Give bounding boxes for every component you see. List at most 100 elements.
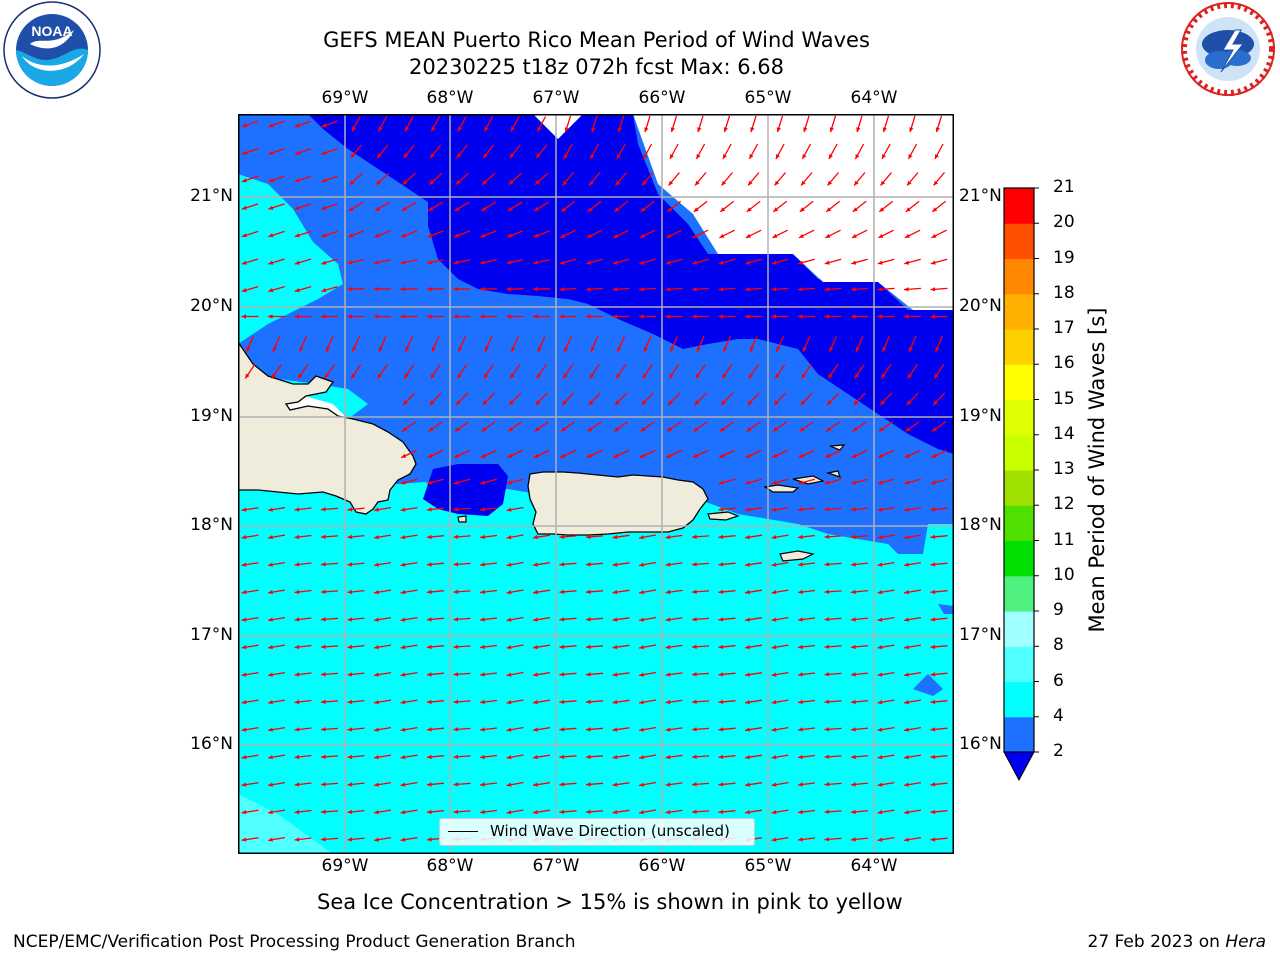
wave-direction-arrowhead [374,233,380,238]
wave-direction-arrowhead [692,260,698,265]
wave-direction-arrowhead [374,672,379,677]
lat-label: 19°N [959,406,1002,426]
wave-direction-arrowhead [427,314,432,319]
wave-direction-arrowhead [374,810,379,815]
wave-direction-arrowhead [855,346,860,352]
wave-direction-arrowhead [882,346,887,352]
wave-direction-arrowhead [586,699,591,704]
wave-direction-arrowhead [294,754,300,760]
wave-direction-arrowhead [241,617,247,622]
wave-direction-arrowhead [904,645,909,650]
wave-direction-arrowhead [639,314,644,319]
wave-direction-arrowhead [534,206,540,211]
wave-direction-arrowhead [480,617,485,622]
wave-direction-arrowhead [802,154,807,159]
wave-direction-arrowhead [431,126,436,132]
wave-direction-arrowhead [294,644,300,650]
wave-direction-arrowhead [484,346,489,352]
wave-direction-arrowhead [560,233,566,238]
colorbar-tick-label: 4 [1053,705,1064,726]
wave-direction-arrowhead [268,314,273,319]
wave-direction-arrowhead [480,672,485,677]
wave-direction-arrowhead [930,672,936,677]
svg-text:NOAA: NOAA [31,23,72,39]
wave-direction-arrowhead [559,644,565,649]
wave-direction-arrowhead [400,700,406,705]
wave-direction-arrowhead [347,809,353,815]
wave-direction-arrowhead [904,782,909,787]
wave-direction-arrowhead [453,260,459,265]
wave-direction-arrowhead [294,782,300,787]
wave-direction-arrowhead [721,400,726,406]
wave-direction-arrowhead [695,180,700,186]
wave-direction-arrowhead [718,314,723,319]
wave-direction-arrowhead [586,809,591,814]
wave-direction-arrowhead [298,373,303,379]
wave-direction-arrowhead [904,453,910,458]
wave-direction-arrowhead [347,837,353,842]
wave-direction-arrowhead [639,260,645,265]
wave-direction-arrowhead [718,754,724,759]
wave-direction-arrowhead [347,507,353,512]
wave-direction-arrowhead [877,672,883,677]
wave-direction-arrowhead [375,206,381,211]
wave-direction-arrowhead [268,535,273,540]
colorbar-segment [1004,681,1034,718]
wave-direction-arrowhead [374,755,379,760]
wave-direction-arrowhead [321,507,326,512]
wave-direction-arrowhead [824,727,830,732]
wave-direction-arrowhead [453,699,459,704]
wave-direction-arrowhead [612,782,618,787]
wave-direction-arrowhead [904,590,909,595]
wave-direction-arrowhead [877,562,883,567]
wave-direction-arrowhead [430,153,435,159]
wave-direction-arrowhead [771,314,776,319]
wave-direction-arrowhead [824,534,830,539]
wave-direction-arrowhead [347,589,353,595]
wave-direction-arrowhead [347,562,353,567]
wave-direction-arrowhead [930,260,936,265]
wave-direction-arrowhead [771,755,777,760]
colorbar-segment [1004,611,1034,647]
wave-direction-arrowhead [533,233,539,238]
wave-direction-arrowhead [427,260,432,265]
wave-direction-arrowhead [427,727,432,732]
nws-logo [1181,2,1275,96]
wave-direction-arrowhead [453,589,459,594]
wave-direction-arrowhead [824,507,830,512]
wave-direction-arrowhead [480,233,486,238]
wave-direction-arrowhead [718,699,724,704]
wave-direction-arrowhead [930,782,936,787]
wave-direction-arrowhead [352,346,357,352]
wave-direction-arrowhead [669,373,674,379]
wave-direction-arrowhead [801,373,807,379]
wave-direction-arrowhead [428,427,434,432]
wave-direction-arrowhead [692,727,697,732]
wave-direction-arrowhead [639,755,644,760]
wave-direction-arrowhead [241,260,247,265]
wave-direction-arrowhead [321,809,326,814]
wave-direction-arrowhead [589,180,594,186]
wave-direction-arrowhead [350,153,356,159]
wave-direction-arrowhead [480,754,485,760]
wave-direction-arrowhead [851,837,856,842]
wave-direction-arrowhead [667,207,673,212]
wave-direction-arrowhead [617,346,622,352]
wave-direction-arrowhead [508,427,513,432]
wave-direction-arrowhead [268,617,273,622]
puerto-rico-land [527,471,709,536]
wave-direction-arrowhead [720,207,726,212]
wave-direction-arrowhead [904,480,910,485]
wave-direction-arrowhead [453,644,459,649]
wave-direction-arrowhead [616,373,621,379]
wave-direction-arrowhead [771,645,777,650]
wave-direction-arrowhead [506,507,512,512]
wave-direction-arrowhead [533,453,539,458]
wave-direction-arrowhead [453,782,459,787]
wave-direction-arrowhead [480,562,485,567]
colorbar-tick-label: 11 [1053,529,1075,550]
wave-direction-arrowhead [829,346,834,352]
wave-direction-arrowhead [506,535,512,540]
wave-direction-arrowhead [400,507,406,512]
wave-direction-arrowhead [294,589,300,595]
